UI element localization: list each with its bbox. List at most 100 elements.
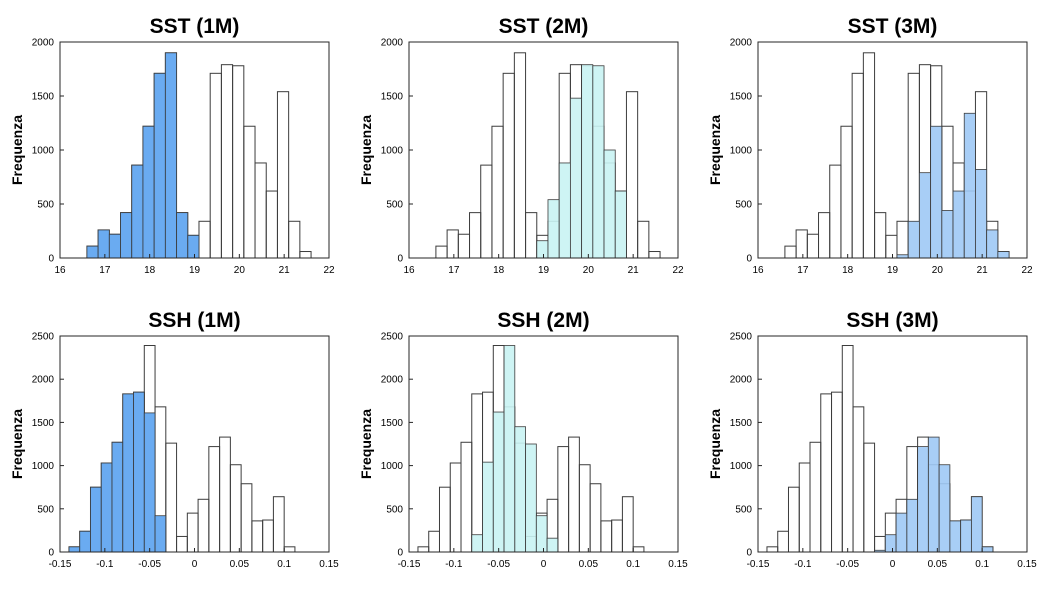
highlight-bar: [603, 149, 616, 259]
highlight-bar: [111, 441, 124, 553]
highlight-bar: [895, 512, 908, 553]
y-tick-label: 0: [397, 548, 403, 559]
highlight-bars: [536, 64, 627, 259]
y-tick-label: 1000: [32, 146, 55, 157]
x-tick-label: 0: [890, 559, 896, 570]
x-tick-label: 21: [628, 265, 640, 276]
histogram-panel-ssh-1m: -0.15 -0.1 -0.05 0 0.05 0.1 0.15 0 500 1000 1500 20…: [0, 294, 349, 588]
histogram-panel-ssh-2m: -0.15 -0.1 -0.05 0 0.05 0.1 0.15 0 500 1000 1500 20…: [349, 294, 698, 588]
x-tick-label: -0.1: [445, 559, 463, 570]
y-tick-label: 2000: [32, 375, 55, 386]
highlight-bar: [930, 125, 943, 259]
x-tick-label: 0.15: [319, 559, 339, 570]
highlight-bar: [949, 520, 962, 553]
highlight-bar: [68, 546, 81, 553]
histogram-panel-sst-2m: 16 17 18 19 20 21 22 0 500 1000 1500 2000 SST (2M) Fr…: [349, 0, 698, 294]
x-tick-label: 19: [887, 265, 899, 276]
highlight-bar: [927, 436, 940, 553]
y-axis-label: Frequenza: [358, 115, 374, 185]
x-tick-label: -0.05: [138, 559, 161, 570]
highlight-bar: [960, 519, 972, 553]
chart-title: SSH (2M): [497, 309, 589, 332]
highlight-bar: [154, 515, 167, 553]
y-axis-label: Frequenza: [358, 409, 374, 479]
highlight-bar: [884, 534, 897, 553]
highlight-bar: [122, 393, 134, 553]
highlight-bar: [592, 65, 605, 259]
y-tick-label: 1500: [32, 92, 55, 103]
y-tick-label: 2000: [730, 375, 753, 386]
x-tick-label: 0.05: [928, 559, 948, 570]
x-tick-label: 18: [493, 265, 505, 276]
y-tick-label: 0: [48, 254, 54, 265]
highlight-bar: [176, 212, 189, 259]
x-tick-label: 0.1: [626, 559, 640, 570]
y-axis-label: Frequenza: [9, 115, 25, 185]
x-tick-label: 0.05: [579, 559, 599, 570]
highlight-bar: [975, 169, 988, 259]
highlight-bar: [938, 464, 951, 553]
highlight-bar: [86, 245, 99, 259]
highlight-bar: [917, 446, 929, 553]
highlight-bar: [100, 462, 113, 553]
y-tick-label: 500: [386, 504, 403, 515]
highlight-bar: [90, 486, 102, 553]
x-tick-label: 21: [977, 265, 989, 276]
y-tick-label: 1000: [730, 146, 753, 157]
histogram-ssh-2m: -0.15 -0.1 -0.05 0 0.05 0.1 0.15 0 500 1000 1500 20…: [358, 309, 688, 570]
highlight-bar: [133, 391, 145, 553]
x-tick-label: 0.05: [230, 559, 250, 570]
plot-area: [758, 336, 1027, 552]
x-tick-label: 16: [752, 265, 764, 276]
x-tick-label: -0.15: [49, 559, 72, 570]
x-tick-label: 19: [189, 265, 201, 276]
highlight-bar: [546, 537, 559, 553]
chart-title: SSH (3M): [846, 309, 938, 332]
highlight-bar: [164, 52, 177, 259]
x-tick-label: 22: [323, 265, 335, 276]
chart-title: SST (2M): [499, 15, 589, 38]
y-tick-label: 1000: [381, 461, 404, 472]
highlight-bar: [142, 125, 155, 259]
x-tick-label: -0.1: [794, 559, 812, 570]
y-tick-label: 2500: [730, 332, 753, 343]
highlight-bar: [918, 172, 932, 259]
highlight-bar: [143, 412, 156, 553]
y-tick-label: 1500: [381, 418, 404, 429]
highlight-bar: [971, 496, 983, 553]
x-tick-label: 20: [234, 265, 246, 276]
highlight-bars: [896, 112, 1010, 259]
y-tick-label: 500: [735, 200, 752, 211]
x-tick-label: -0.05: [487, 559, 510, 570]
y-tick-label: 1000: [730, 461, 753, 472]
histogram-ssh-1m: -0.15 -0.1 -0.05 0 0.05 0.1 0.15 0 500 1000 1500 20…: [9, 309, 339, 570]
x-tick-label: 0.15: [1017, 559, 1037, 570]
highlight-bar: [108, 233, 121, 259]
highlight-bar: [97, 229, 110, 259]
x-tick-label: 19: [538, 265, 550, 276]
x-tick-label: 18: [144, 265, 156, 276]
x-tick-label: 16: [403, 265, 415, 276]
y-tick-label: 2500: [32, 332, 55, 343]
chart-title: SST (3M): [848, 15, 938, 38]
x-tick-label: 0: [541, 559, 547, 570]
highlight-bar: [941, 210, 954, 259]
x-tick-label: 0.1: [277, 559, 291, 570]
x-tick-label: 22: [672, 265, 684, 276]
histogram-panel-ssh-3m: -0.15 -0.1 -0.05 0 0.05 0.1 0.15 0 500 1000 1500 20…: [698, 294, 1048, 588]
y-tick-label: 0: [48, 548, 54, 559]
x-tick-label: 17: [448, 265, 460, 276]
highlight-bar: [79, 530, 91, 553]
histogram-sst-2m: 16 17 18 19 20 21 22 0 500 1000 1500 2000 SST (2M) Fr…: [358, 15, 684, 276]
x-tick-label: -0.05: [836, 559, 859, 570]
plot-area: [409, 42, 678, 258]
y-tick-label: 1500: [730, 418, 753, 429]
highlight-bar: [581, 64, 594, 259]
highlight-bar: [535, 515, 548, 553]
histogram-sst-1m: 16 17 18 19 20 21 22 0 500 1000 1500 2000 SST (1M) Fr…: [9, 15, 335, 276]
highlight-bar: [558, 162, 571, 259]
highlight-bar: [981, 546, 994, 553]
y-tick-label: 1500: [730, 92, 753, 103]
x-tick-label: 20: [583, 265, 595, 276]
highlight-bar: [986, 229, 999, 259]
